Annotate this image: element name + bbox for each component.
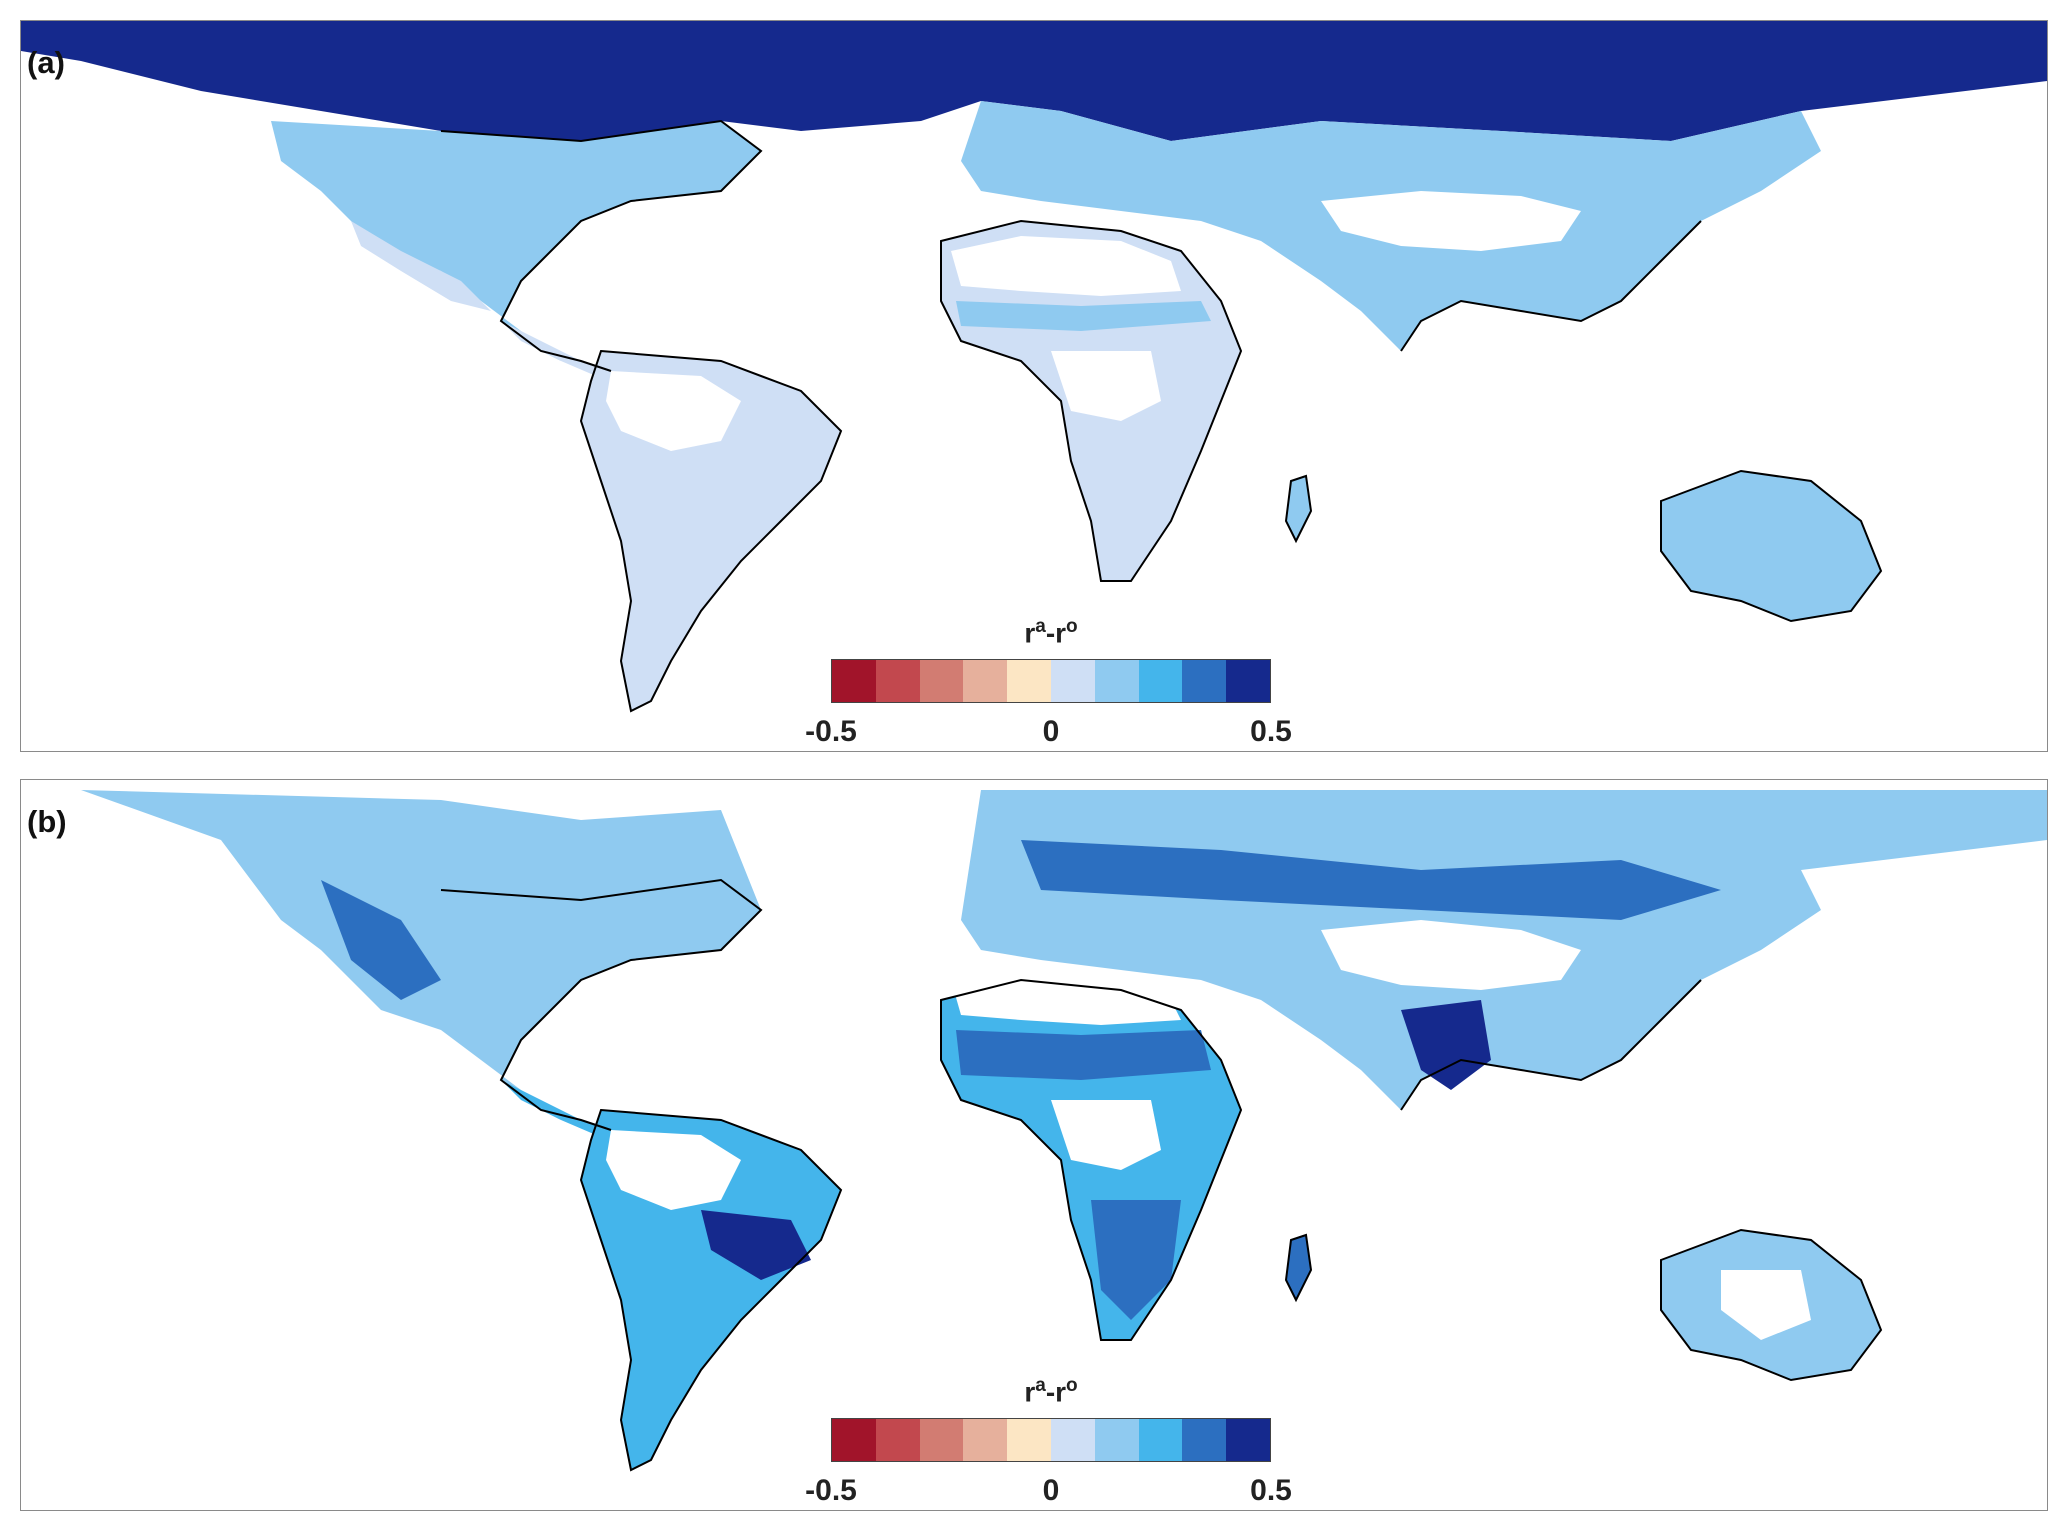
colorbar-swatch-1 — [875, 660, 920, 702]
colorbar-title: ra-ro — [1024, 616, 1078, 649]
colorbar-swatch-8 — [1182, 1419, 1227, 1461]
colorbar-swatch-2 — [919, 660, 964, 702]
colorbar-swatch-2 — [919, 1419, 964, 1461]
colorbar-swatch-3 — [963, 660, 1008, 702]
north-america-dark — [321, 880, 441, 1000]
colorbar-swatch-4 — [1007, 660, 1051, 702]
india-dark — [1401, 1000, 1491, 1090]
colorbar-title: ra-ro — [1024, 1375, 1078, 1408]
australia-interior-no-data — [1721, 1270, 1811, 1340]
north-america — [271, 121, 761, 361]
colorbar-swatch-9 — [1226, 1419, 1270, 1461]
map-panel-a: (a) ra-ro -0.5 0 0.5 — [20, 20, 2048, 752]
colorbar-swatch-9 — [1226, 660, 1270, 702]
colorbar-tick-min: -0.5 — [805, 1474, 857, 1507]
panel-label: (a) — [27, 45, 65, 80]
colorbar-swatches — [831, 1418, 1271, 1462]
sahel-band — [956, 301, 1211, 331]
eurasia-dark — [1021, 840, 1721, 920]
colorbar-swatch-5 — [1050, 1419, 1095, 1461]
coastlines — [440, 878, 1883, 1472]
colorbar-tick-min: -0.5 — [805, 715, 857, 748]
world-map-a — [21, 21, 2047, 713]
colorbar-swatch-6 — [1094, 1419, 1139, 1461]
colorbar: ra-ro -0.5 0 0.5 — [805, 1375, 1292, 1507]
sahel-band — [956, 1030, 1211, 1080]
colorbar-swatch-7 — [1138, 1419, 1183, 1461]
madagascar — [1286, 1235, 1311, 1300]
colorbar-swatches — [831, 659, 1271, 703]
coastlines — [440, 119, 1883, 713]
colorbar-swatch-0 — [832, 660, 876, 702]
colorbar-tick-max: 0.5 — [1250, 715, 1292, 748]
land-fill — [21, 21, 2047, 711]
colorbar-tick-zero: 0 — [1042, 1474, 1060, 1507]
land-fill — [81, 790, 2047, 1470]
central-asia-no-data — [1321, 191, 1581, 251]
australia — [1661, 471, 1881, 621]
world-map-b — [81, 790, 2047, 1472]
colorbar-swatch-0 — [832, 1419, 876, 1461]
southern-africa-dark — [1091, 1200, 1181, 1320]
colorbar-swatch-1 — [875, 1419, 920, 1461]
colorbar-swatch-6 — [1094, 660, 1139, 702]
colorbar-swatch-8 — [1182, 660, 1227, 702]
colorbar-swatch-5 — [1050, 660, 1095, 702]
colorbar-swatch-7 — [1138, 660, 1183, 702]
colorbar-swatch-3 — [963, 1419, 1008, 1461]
colorbar-swatch-4 — [1007, 1419, 1051, 1461]
sahara-no-data — [951, 236, 1181, 296]
central-asia-no-data — [1321, 920, 1581, 990]
panel-label: (b) — [27, 804, 67, 839]
congo-no-data — [1051, 351, 1161, 421]
colorbar-tick-zero: 0 — [1042, 715, 1060, 748]
north-america-light — [351, 221, 491, 311]
madagascar — [1286, 476, 1311, 541]
amazon-no-data — [606, 371, 741, 451]
amazon-no-data — [606, 1130, 741, 1210]
colorbar-tick-max: 0.5 — [1250, 1474, 1292, 1507]
colorbar: ra-ro -0.5 0 0.5 — [805, 616, 1292, 748]
congo-no-data — [1051, 1100, 1161, 1170]
northern-high-latitude-band — [21, 21, 2047, 141]
south-america-dark — [701, 1210, 811, 1280]
map-panel-b: (b) ra-ro -0.5 0 0.5 — [20, 779, 2048, 1511]
